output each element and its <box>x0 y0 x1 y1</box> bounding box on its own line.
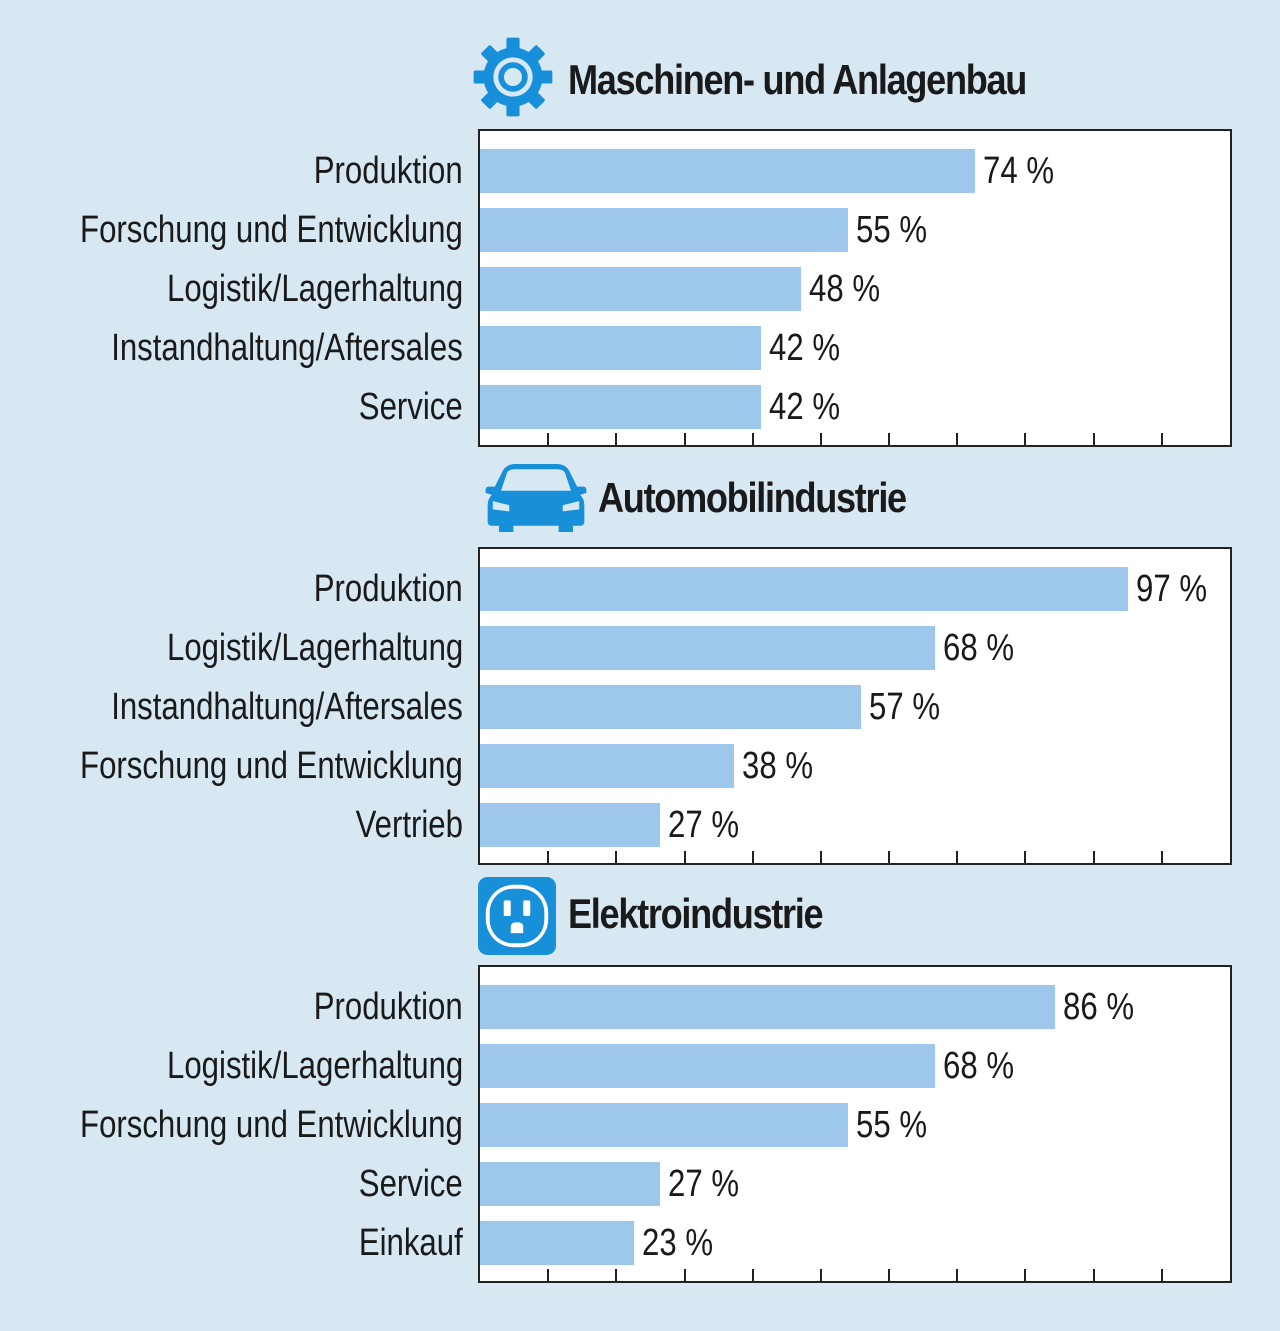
category-label: Logistik/Lagerhaltung <box>166 627 463 669</box>
x-tick <box>683 851 686 863</box>
data-label: 48 % <box>808 268 880 310</box>
bar <box>480 626 935 670</box>
x-tick <box>1092 851 1095 863</box>
x-tick <box>615 1269 618 1281</box>
x-tick <box>956 1269 959 1281</box>
bar <box>480 685 861 729</box>
data-label: 27 % <box>668 804 740 846</box>
bar <box>480 1221 634 1265</box>
x-tick <box>683 433 686 445</box>
data-label: 38 % <box>741 745 814 787</box>
category-label: Einkauf <box>359 1222 463 1264</box>
category-label: Logistik/Lagerhaltung <box>166 1045 463 1087</box>
data-label: 68 % <box>942 1045 1014 1087</box>
category-label: Produktion <box>314 568 463 610</box>
x-tick <box>547 433 550 445</box>
x-tick <box>751 433 754 445</box>
bar <box>480 744 734 788</box>
bar <box>480 1103 848 1147</box>
plot-area: 74 % 55 % 48 % 42 % 42 % <box>478 129 1232 447</box>
data-label: 68 % <box>942 627 1014 669</box>
x-tick <box>819 1269 822 1281</box>
category-label: Service <box>359 1163 463 1205</box>
x-tick <box>751 851 754 863</box>
category-label: Produktion <box>314 986 463 1028</box>
data-label: 27 % <box>668 1163 740 1205</box>
x-tick <box>819 851 822 863</box>
data-label: 57 % <box>868 686 941 728</box>
x-tick <box>1160 851 1163 863</box>
chart-title: Automobilindustrie <box>598 474 907 521</box>
bar <box>480 267 801 311</box>
x-tick <box>888 1269 891 1281</box>
x-tick <box>819 433 822 445</box>
plot-area: 86 % 68 % 55 % 27 % 23 % <box>478 965 1232 1283</box>
x-tick <box>1024 851 1027 863</box>
power-outlet-icon <box>478 877 556 955</box>
data-label: 97 % <box>1136 568 1208 610</box>
bar <box>480 1044 935 1088</box>
chart-title: Maschinen- und Anlagenbau <box>568 56 1027 103</box>
data-label: 23 % <box>641 1222 713 1264</box>
bar <box>480 567 1129 611</box>
x-tick <box>1092 433 1095 445</box>
x-tick <box>1160 433 1163 445</box>
category-label: Forschung und Entwicklung <box>80 209 463 251</box>
x-tick <box>683 1269 686 1281</box>
x-tick <box>547 1269 550 1281</box>
car-icon <box>484 462 588 534</box>
category-label: Instandhaltung/Aftersales <box>111 327 463 369</box>
x-tick <box>615 851 618 863</box>
bar <box>480 385 761 429</box>
category-label: Forschung und Entwicklung <box>80 1104 463 1146</box>
category-label: Produktion <box>314 150 463 192</box>
bar <box>480 1162 661 1206</box>
data-label: 55 % <box>855 1104 927 1146</box>
x-tick <box>888 433 891 445</box>
x-tick <box>1160 1269 1163 1281</box>
category-label: Instandhaltung/Aftersales <box>111 686 463 728</box>
data-label: 74 % <box>982 150 1054 192</box>
bar <box>480 208 848 252</box>
bar <box>480 326 761 370</box>
x-tick <box>615 433 618 445</box>
category-label: Service <box>359 386 463 428</box>
bar <box>480 803 661 847</box>
x-tick <box>956 851 959 863</box>
data-label: 42 % <box>768 386 840 428</box>
category-label: Logistik/Lagerhaltung <box>166 268 463 310</box>
x-tick <box>1092 1269 1095 1281</box>
x-tick <box>1024 433 1027 445</box>
bar <box>480 985 1055 1029</box>
x-tick <box>888 851 891 863</box>
bar <box>480 149 975 193</box>
gear-icon <box>472 36 554 118</box>
plot-area: 97 % 68 % 57 % 38 % 27 % <box>478 547 1232 865</box>
data-label: 42 % <box>768 327 840 369</box>
x-tick <box>751 1269 754 1281</box>
category-label: Vertrieb <box>355 804 463 846</box>
data-label: 55 % <box>855 209 927 251</box>
chart-title: Elektroindustrie <box>568 890 824 937</box>
x-tick <box>1024 1269 1027 1281</box>
data-label: 86 % <box>1062 986 1134 1028</box>
category-label: Forschung und Entwicklung <box>80 745 463 787</box>
x-tick <box>956 433 959 445</box>
x-tick <box>547 851 550 863</box>
